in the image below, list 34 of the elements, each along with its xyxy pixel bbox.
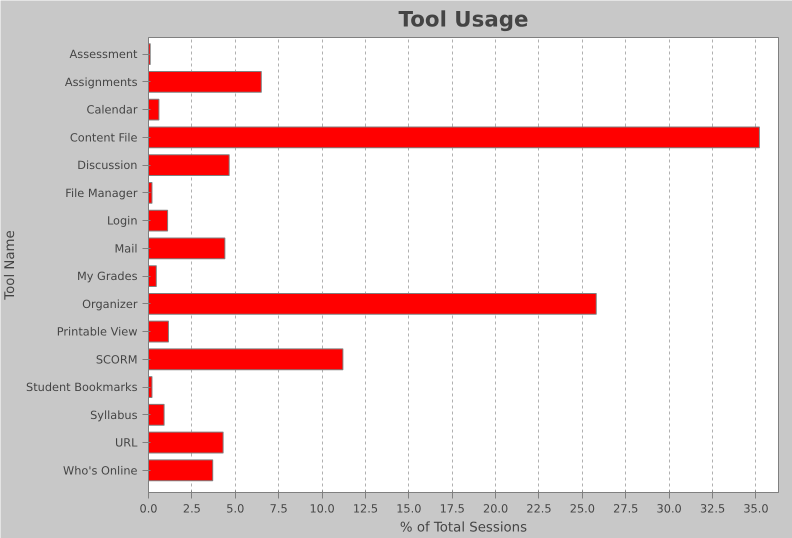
x-tick-label: 35.0: [743, 502, 769, 516]
y-tick-label: Who's Online: [63, 463, 138, 478]
x-tick-label: 2.5: [182, 502, 201, 516]
x-tick-label: 10.0: [309, 502, 335, 516]
x-tick-label: 0.0: [139, 502, 158, 516]
x-axis-title: % of Total Sessions: [400, 520, 528, 536]
x-tick-label: 32.5: [700, 502, 726, 516]
x-tick-label: 7.5: [270, 502, 288, 516]
x-tick-label: 27.5: [613, 502, 638, 516]
y-tick-label: Assignments: [64, 74, 138, 89]
y-tick-label: Mail: [114, 241, 138, 256]
y-tick-label: Content File: [70, 130, 138, 144]
y-tick-label: Organizer: [82, 296, 138, 311]
x-tick-label: 15.0: [396, 502, 422, 516]
y-axis-title: Tool Name: [3, 230, 18, 301]
x-tick-label: 20.0: [482, 502, 508, 516]
chart-title: Tool Usage: [398, 8, 528, 32]
y-tick-label: Student Bookmarks: [26, 380, 138, 394]
x-tick-label: 30.0: [656, 502, 682, 516]
y-tick-label: My Grades: [76, 269, 138, 284]
y-tick-label: SCORM: [96, 352, 138, 366]
y-tick-label: Syllabus: [90, 408, 138, 422]
x-tick-label: 17.5: [440, 502, 465, 516]
y-tick-label: Discussion: [77, 158, 138, 172]
y-tick-label: Calendar: [86, 102, 138, 117]
y-tick-label: File Manager: [65, 186, 138, 200]
y-tick-label: Assessment: [70, 47, 138, 62]
x-tick-label: 25.0: [570, 502, 596, 516]
x-tick-label: 5.0: [226, 502, 244, 516]
x-tick-label: 22.5: [526, 502, 552, 516]
y-tick-label: Login: [106, 214, 138, 228]
y-tick-label: URL: [115, 436, 138, 450]
x-tick-label: 12.5: [352, 502, 378, 516]
y-tick-label: Printable View: [56, 324, 138, 339]
